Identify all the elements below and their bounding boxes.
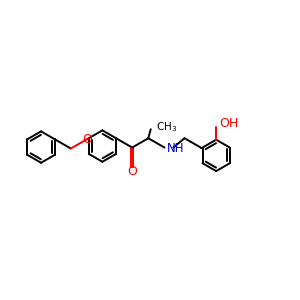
- Text: OH: OH: [219, 117, 239, 130]
- Text: NH: NH: [167, 142, 184, 155]
- Text: O: O: [82, 133, 92, 146]
- Text: CH$_3$: CH$_3$: [156, 120, 177, 134]
- Text: O: O: [127, 165, 137, 178]
